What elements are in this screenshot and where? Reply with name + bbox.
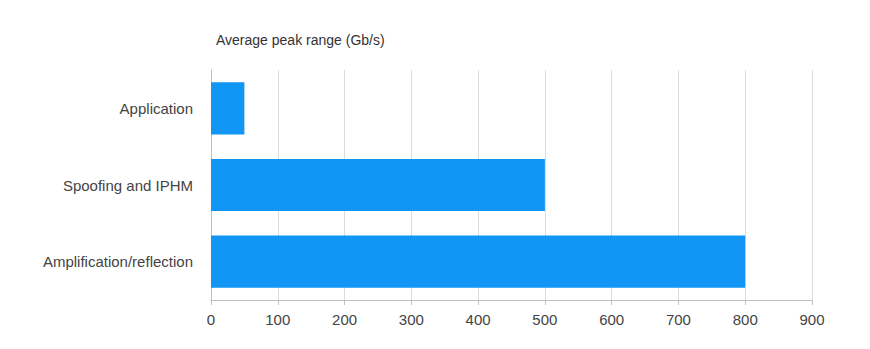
- svg-text:600: 600: [599, 311, 624, 328]
- svg-text:0: 0: [207, 311, 215, 328]
- svg-text:700: 700: [666, 311, 691, 328]
- svg-text:Application: Application: [120, 100, 193, 117]
- svg-text:Average peak range (Gb/s): Average peak range (Gb/s): [216, 32, 385, 48]
- svg-text:900: 900: [799, 311, 824, 328]
- svg-text:300: 300: [399, 311, 424, 328]
- svg-text:Spoofing and IPHM: Spoofing and IPHM: [63, 177, 193, 194]
- svg-text:100: 100: [265, 311, 290, 328]
- svg-text:Amplification/reflection: Amplification/reflection: [43, 253, 193, 270]
- svg-text:500: 500: [532, 311, 557, 328]
- svg-text:400: 400: [466, 311, 491, 328]
- svg-text:200: 200: [332, 311, 357, 328]
- svg-text:800: 800: [733, 311, 758, 328]
